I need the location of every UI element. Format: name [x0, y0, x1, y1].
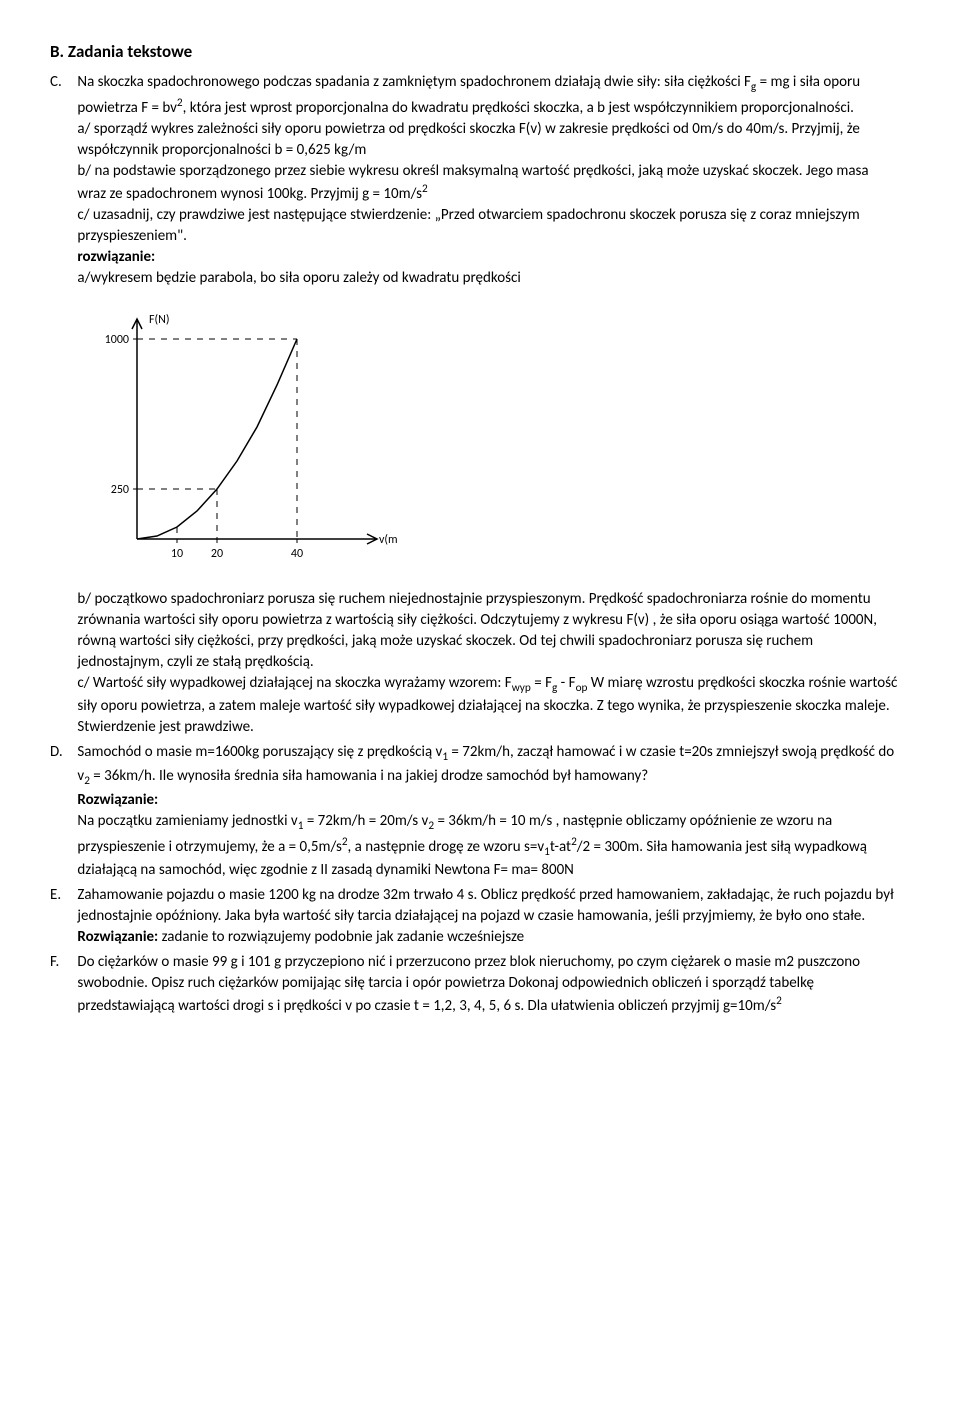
text: = 36km/h. Ile wynosiła średnia siła hamo… — [90, 767, 648, 785]
problem-content-E: Zahamowanie pojazdu o masie 1200 kg na d… — [77, 885, 897, 948]
text: Na skoczka spadochronowego podczas spada… — [77, 73, 751, 91]
problem-E: E. Zahamowanie pojazdu o masie 1200 kg n… — [50, 885, 910, 948]
problem-label-C: C. — [50, 72, 74, 93]
text: , a następnie drogę ze wzoru s=v — [348, 838, 545, 856]
sub: op — [576, 681, 588, 695]
text: Na początku zamieniamy jednostki v — [77, 812, 297, 830]
text: c/ Wartość siły wypadkowej działającej n… — [77, 674, 511, 692]
section-heading: B. Zadania tekstowe — [50, 40, 910, 64]
rozw-label: Rozwiązanie: — [77, 928, 158, 946]
problem-F: F. Do ciężarków o masie 99 g i 101 g prz… — [50, 952, 910, 1017]
problem-label-D: D. — [50, 742, 74, 763]
text: - F — [557, 674, 575, 692]
svg-text:F(N): F(N) — [149, 313, 170, 327]
problem-label-E: E. — [50, 885, 74, 906]
rozw-label: Rozwiązanie: — [77, 791, 158, 809]
sub: wyp — [512, 681, 531, 695]
problem-content-D: Samochód o masie m=1600kg poruszający si… — [77, 742, 897, 881]
chart-svg: F(N) v(m/s) 1000 250 10 20 40 — [77, 299, 397, 579]
text: t-at — [550, 838, 571, 856]
text: , która jest wprost proporcjonalna do kw… — [183, 99, 854, 117]
svg-text:10: 10 — [171, 547, 183, 561]
chart-parabola: F(N) v(m/s) 1000 250 10 20 40 — [77, 299, 897, 579]
rozw-label: rozwiązanie: — [77, 248, 155, 266]
sup: 2 — [422, 182, 428, 196]
text: = F — [531, 674, 552, 692]
problem-content-F: Do ciężarków o masie 99 g i 101 g przycz… — [77, 952, 897, 1017]
problem-label-F: F. — [50, 952, 74, 973]
text: a/wykresem będzie parabola, bo siła opor… — [77, 269, 520, 287]
text: = 72km/h = 20m/s v — [303, 812, 428, 830]
text: Samochód o masie m=1600kg poruszający si… — [77, 743, 442, 761]
problem-C: C. Na skoczka spadochronowego podczas sp… — [50, 72, 910, 739]
svg-text:250: 250 — [111, 483, 129, 497]
svg-text:20: 20 — [211, 547, 223, 561]
svg-text:1000: 1000 — [105, 333, 129, 347]
svg-text:40: 40 — [291, 547, 303, 561]
text: b/ początkowo spadochroniarz porusza się… — [77, 590, 877, 671]
svg-text:v(m/s): v(m/s) — [379, 533, 397, 547]
problem-D: D. Samochód o masie m=1600kg poruszający… — [50, 742, 910, 881]
text: c/ uzasadnij, czy prawdziwe jest następu… — [77, 206, 859, 245]
sup: 2 — [776, 994, 782, 1008]
problem-content-C: Na skoczka spadochronowego podczas spada… — [77, 72, 897, 739]
text: zadanie to rozwiązujemy podobnie jak zad… — [158, 928, 524, 946]
text: Zahamowanie pojazdu o masie 1200 kg na d… — [77, 886, 893, 925]
text: b/ na podstawie sporządzonego przez sieb… — [77, 162, 868, 203]
text: Do ciężarków o masie 99 g i 101 g przycz… — [77, 953, 860, 1015]
text: a/ sporządź wykres zależności siły oporu… — [77, 120, 859, 159]
